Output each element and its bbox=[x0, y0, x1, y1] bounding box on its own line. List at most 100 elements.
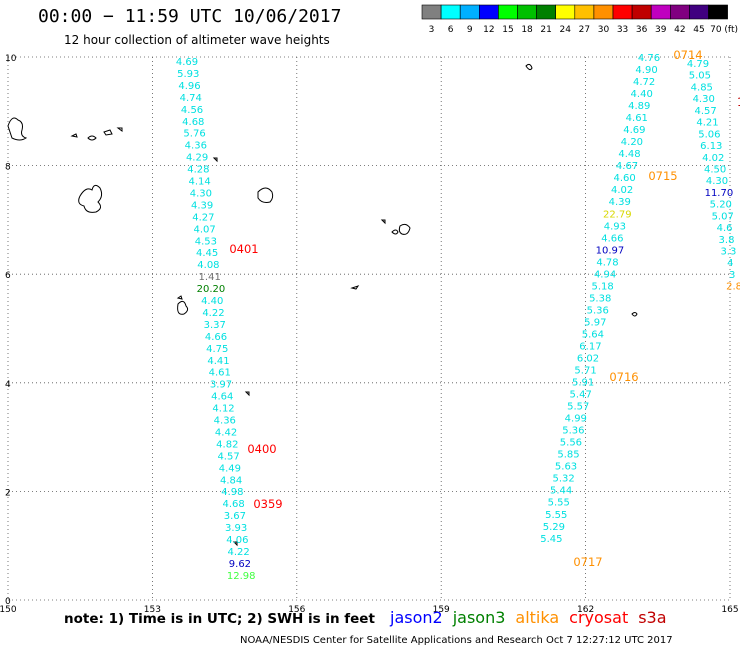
wave-height-value: 4.74 bbox=[180, 93, 202, 104]
wave-height-value: 5.93 bbox=[177, 69, 199, 80]
lat-tick-label: 2 bbox=[5, 488, 11, 498]
wave-height-value: 4.02 bbox=[702, 153, 724, 164]
wave-height-value: 4.50 bbox=[704, 164, 726, 175]
wave-height-value: 4.99 bbox=[565, 414, 587, 425]
wave-height-value: 4.75 bbox=[206, 344, 228, 355]
wave-height-value: 4.12 bbox=[212, 404, 234, 415]
wave-height-value: 6.02 bbox=[577, 354, 599, 365]
wave-height-value: 4.40 bbox=[201, 296, 223, 307]
wave-height-value: 5.05 bbox=[689, 71, 711, 82]
island-coastline bbox=[176, 295, 183, 300]
wave-height-value: 4.68 bbox=[222, 499, 244, 510]
wave-height-value: 4.22 bbox=[228, 547, 250, 558]
wave-height-value: 4.07 bbox=[194, 224, 216, 235]
island-coastline bbox=[631, 312, 638, 317]
wave-height-value: 4.42 bbox=[215, 427, 237, 438]
wave-height-value: 4.96 bbox=[178, 81, 200, 92]
lon-tick-label: 162 bbox=[577, 605, 594, 612]
wave-height-value: 5.85 bbox=[557, 450, 579, 461]
pass-time-label: 0400 bbox=[247, 442, 276, 456]
wave-height-value: 4.40 bbox=[631, 89, 653, 100]
island-coastline bbox=[391, 229, 399, 235]
wave-height-value: 4.22 bbox=[202, 308, 224, 319]
wave-height-value: 4.90 bbox=[635, 65, 657, 76]
wave-height-value: 5.55 bbox=[548, 498, 570, 509]
wave-height-value: 4.85 bbox=[691, 82, 713, 93]
wave-height-value: 4.08 bbox=[197, 260, 219, 271]
island-coastline bbox=[398, 223, 411, 235]
wave-height-value: 3.8 bbox=[719, 235, 735, 246]
wave-height-value: 4.30 bbox=[706, 176, 728, 187]
island-coastline bbox=[244, 391, 250, 397]
credit-line: NOAA/NESDIS Center for Satellite Applica… bbox=[240, 635, 673, 646]
wave-height-value: 12.98 bbox=[227, 571, 256, 582]
lon-tick-label: 156 bbox=[288, 605, 305, 612]
island-coastline bbox=[257, 187, 274, 203]
wave-height-value: 4.68 bbox=[182, 117, 204, 128]
wave-height-value: 11.70 bbox=[705, 188, 734, 199]
wave-height-value: 3.67 bbox=[224, 511, 246, 522]
wave-height-value: 3.3 bbox=[720, 247, 736, 258]
satellite-legend: jason2 jason3 altika cryosat s3a bbox=[390, 608, 677, 627]
wave-height-value: 4.94 bbox=[594, 269, 616, 280]
pass-time-label: 0717 bbox=[573, 555, 602, 569]
wave-height-value: 4.02 bbox=[611, 185, 633, 196]
lat-tick-label: 4 bbox=[5, 380, 11, 390]
wave-height-value: 4.29 bbox=[186, 153, 208, 164]
wave-height-value: 5.29 bbox=[543, 522, 565, 533]
wave-height-value: 3.93 bbox=[225, 523, 247, 534]
wave-height-value: 4.98 bbox=[221, 487, 243, 498]
wave-height-value: 1.41 bbox=[199, 272, 221, 283]
legend-entry: altika bbox=[515, 608, 560, 627]
island-coastline bbox=[7, 117, 28, 141]
wave-height-value: 4.27 bbox=[192, 212, 214, 223]
wave-height-value: 4.21 bbox=[696, 118, 718, 129]
lon-tick-label: 159 bbox=[433, 605, 450, 612]
wave-height-value: 4.93 bbox=[604, 221, 626, 232]
lat-tick-label: 6 bbox=[5, 271, 11, 281]
wave-height-value: 4 bbox=[727, 258, 733, 269]
wave-height-value: 4.78 bbox=[596, 257, 618, 268]
lat-tick-label: 10 bbox=[5, 54, 17, 64]
lon-tick-label: 165 bbox=[721, 605, 738, 612]
wave-height-value: 5.64 bbox=[582, 329, 604, 340]
wave-height-value: 5.38 bbox=[589, 293, 611, 304]
wave-height-value: 5.45 bbox=[540, 534, 562, 545]
island-coastline bbox=[116, 127, 123, 132]
wave-height-value: 4.28 bbox=[187, 165, 209, 176]
legend-entry: jason3 bbox=[452, 608, 506, 627]
note-text: note: 1) Time is in UTC; 2) SWH is in fe… bbox=[64, 611, 375, 627]
wave-height-value: 9.62 bbox=[229, 559, 251, 570]
legend-entry: jason2 bbox=[390, 608, 443, 627]
wave-height-value: 4.61 bbox=[626, 113, 648, 124]
wave-height-value: 5.71 bbox=[574, 366, 596, 377]
pass-time-label: 0715 bbox=[648, 169, 677, 183]
lat-tick-label: 8 bbox=[5, 163, 11, 173]
wave-height-value: 5.44 bbox=[550, 486, 572, 497]
island-coastline bbox=[212, 157, 218, 163]
wave-height-value: 2.8 bbox=[726, 282, 740, 293]
lon-tick-label: 153 bbox=[144, 605, 161, 612]
wave-height-value: 10.97 bbox=[596, 245, 625, 256]
map-subtitle: 12 hour collection of altimeter wave hei… bbox=[64, 33, 330, 47]
wave-height-value: 6.13 bbox=[700, 141, 722, 152]
wave-height-value: 5.36 bbox=[562, 426, 584, 437]
lon-tick-label: 150 bbox=[0, 605, 17, 612]
island-coastline bbox=[232, 541, 238, 547]
wave-height-value: 4.76 bbox=[638, 53, 660, 64]
wave-height-value: 5.20 bbox=[710, 200, 732, 211]
wave-height-value: 4.36 bbox=[185, 141, 207, 152]
pass-time-label: 10 bbox=[737, 95, 740, 109]
wave-height-value: 3 bbox=[729, 270, 735, 281]
pass-time-label: 0359 bbox=[253, 497, 282, 511]
wave-height-value: 4.30 bbox=[693, 94, 715, 105]
wave-height-value: 4.48 bbox=[618, 149, 640, 160]
wave-height-value: 5.55 bbox=[545, 510, 567, 521]
wave-height-value: 3.97 bbox=[210, 380, 232, 391]
wave-height-value: 4.39 bbox=[191, 200, 213, 211]
wave-height-value: 4.6 bbox=[717, 223, 733, 234]
island-coastline bbox=[380, 219, 386, 225]
legend-entry: cryosat bbox=[569, 608, 629, 627]
wave-height-value: 4.66 bbox=[205, 332, 227, 343]
